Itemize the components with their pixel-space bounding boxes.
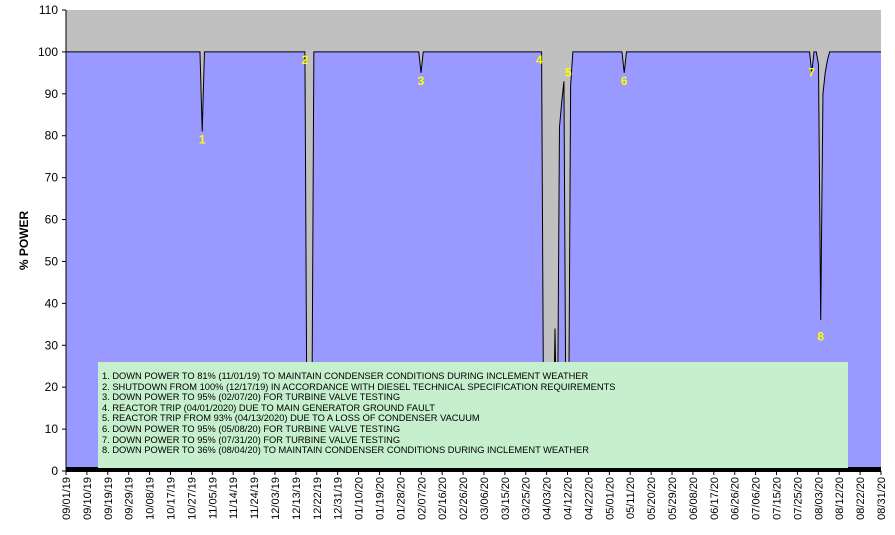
x-tick-label: 02/26/20 — [458, 477, 470, 520]
event-marker-label: 5 — [565, 65, 572, 79]
y-axis: 0 10 20 30 40 50 60 70 80 90 100 110 — [38, 3, 67, 478]
x-tick-label: 05/29/20 — [667, 477, 679, 520]
x-tick-label: 01/10/20 — [354, 477, 366, 520]
x-tick-label: 09/10/19 — [82, 477, 94, 520]
x-tick-label: 10/08/19 — [145, 477, 157, 520]
x-tick-label: 11/14/19 — [228, 477, 240, 519]
x-tick-label: 08/22/20 — [855, 477, 867, 520]
y-tick-label: 90 — [45, 87, 59, 101]
x-tick-label: 12/31/19 — [333, 477, 345, 520]
y-tick-label: 10 — [45, 422, 59, 436]
x-tick-label: 08/31/20 — [876, 477, 888, 520]
y-tick-label: 30 — [45, 338, 59, 352]
x-tick-label: 02/16/20 — [437, 477, 449, 520]
x-tick-label: 06/08/20 — [688, 477, 700, 520]
x-tick-label: 07/15/20 — [772, 477, 784, 520]
zero-baseline-band — [66, 467, 881, 472]
x-tick-label: 04/03/20 — [542, 477, 554, 520]
x-tick-label: 09/19/19 — [103, 477, 115, 520]
x-tick-label: 05/01/20 — [604, 477, 616, 520]
x-tick-label: 09/29/19 — [124, 477, 136, 520]
x-tick-label: 01/19/20 — [374, 477, 386, 520]
x-tick-label: 03/06/20 — [479, 477, 491, 520]
event-marker-label: 4 — [536, 53, 543, 67]
event-note: 4. REACTOR TRIP (04/01/2020) DUE TO MAIN… — [102, 402, 435, 413]
x-tick-label: 04/12/20 — [563, 477, 575, 520]
x-tick-label: 03/15/20 — [500, 477, 512, 520]
event-markers: 1 2 3 4 5 6 7 8 — [199, 53, 825, 344]
x-tick-label: 02/07/20 — [416, 477, 428, 520]
y-tick-label: 20 — [45, 380, 59, 394]
x-tick-label: 06/26/20 — [730, 477, 742, 520]
x-tick-label: 04/22/20 — [583, 477, 595, 520]
y-tick-label: 40 — [45, 296, 59, 310]
event-note: 7. DOWN POWER TO 95% (07/31/20) FOR TURB… — [102, 434, 401, 445]
x-tick-label: 09/01/19 — [61, 477, 73, 520]
event-marker-label: 2 — [302, 53, 309, 67]
event-marker-label: 7 — [808, 65, 815, 79]
event-notes-box: 1. DOWN POWER TO 81% (11/01/19) TO MAINT… — [98, 362, 848, 468]
x-tick-label: 08/03/20 — [813, 477, 825, 520]
x-tick-label: 05/20/20 — [646, 477, 658, 520]
event-marker-label: 8 — [817, 330, 824, 344]
x-tick-label: 03/25/20 — [521, 477, 533, 520]
event-note: 5. REACTOR TRIP FROM 93% (04/13/2020) DU… — [102, 413, 480, 424]
x-tick-label: 10/27/19 — [186, 477, 198, 520]
x-tick-label: 07/25/20 — [792, 477, 804, 520]
event-note: 8. DOWN POWER TO 36% (08/04/20) TO MAINT… — [102, 445, 589, 456]
x-tick-label: 12/03/19 — [270, 477, 282, 520]
y-tick-label: 60 — [45, 213, 59, 227]
x-tick-label: 05/11/20 — [625, 477, 637, 519]
y-tick-label: 0 — [51, 464, 58, 478]
x-tick-label: 12/13/19 — [291, 477, 303, 520]
x-tick-label: 08/12/20 — [834, 477, 846, 520]
x-axis: 09/01/19 09/10/19 09/19/19 09/29/19 10/08/19… — [61, 470, 888, 520]
event-marker-label: 3 — [418, 74, 425, 88]
event-note: 2. SHUTDOWN FROM 100% (12/17/19) IN ACCO… — [102, 381, 616, 392]
y-axis-label: % POWER — [17, 211, 31, 271]
y-tick-label: 100 — [38, 45, 58, 59]
x-tick-label: 06/17/20 — [709, 477, 721, 520]
event-note: 6. DOWN POWER TO 95% (05/08/20) FOR TURB… — [102, 423, 401, 434]
event-note: 3. DOWN POWER TO 95% (02/07/20) FOR TURB… — [102, 392, 401, 403]
event-marker-label: 1 — [199, 133, 206, 147]
y-tick-label: 110 — [39, 3, 58, 17]
event-marker-label: 6 — [621, 74, 628, 88]
x-tick-label: 12/22/19 — [312, 477, 324, 520]
x-tick-label: 11/05/19 — [207, 477, 219, 519]
event-note: 1. DOWN POWER TO 81% (11/01/19) TO MAINT… — [102, 371, 589, 381]
y-tick-label: 50 — [45, 254, 59, 268]
x-tick-label: 01/28/20 — [395, 477, 407, 520]
y-tick-label: 70 — [45, 171, 59, 185]
x-tick-label: 11/24/19 — [249, 477, 261, 519]
y-tick-label: 80 — [45, 129, 59, 143]
x-tick-label: 07/06/20 — [751, 477, 763, 520]
x-tick-label: 10/17/19 — [165, 477, 177, 520]
